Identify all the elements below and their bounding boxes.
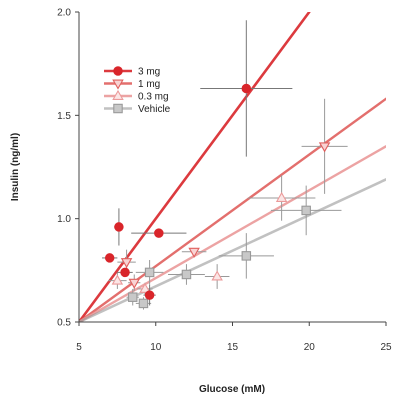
data-point-vehicle-6	[301, 205, 311, 216]
data-point-vehicle-2	[138, 298, 149, 309]
axes: 5 10 15 20 25 0.5 1.0 1.5 2.0	[57, 8, 392, 354]
legend-label-3-mg: 3 mg	[138, 67, 160, 78]
data-point-3-mg-5	[144, 290, 155, 300]
data-point-vehicle-3	[144, 267, 155, 278]
data-point-0-3-mg-2	[139, 282, 151, 293]
data-point-3-mg-6	[241, 83, 252, 94]
series-1-mg	[117, 98, 348, 291]
data-point-1-mg-1	[120, 258, 133, 269]
data-point-vehicle-1	[127, 292, 138, 302]
series-3-mg	[102, 20, 293, 306]
legend-label-1-mg: 1 mg	[138, 79, 160, 90]
legend-marker-3-mg	[113, 66, 123, 76]
data-point-3-mg-4	[154, 228, 164, 238]
legend-marker-0-3-mg	[112, 89, 124, 100]
y-tick-label-1-0: 1.0	[57, 214, 71, 225]
legend-item-3-mg: 3 mg	[104, 66, 160, 78]
data-point-0-3-mg-3	[211, 270, 223, 281]
data-point-3-mg-2	[114, 222, 124, 232]
data-point-3-mg-1	[104, 253, 115, 263]
legend-label-vehicle: Vehicle	[138, 104, 171, 115]
x-tick-label-5: 5	[76, 342, 82, 353]
regression-line-0-3-mg	[79, 145, 386, 322]
legend-item-0-3-mg: 0.3 mg	[104, 89, 169, 103]
data-point-1-mg-4	[318, 142, 331, 153]
x-axis-label: Glucose (mM)	[199, 384, 265, 395]
legend-label-0-3-mg: 0.3 mg	[138, 92, 169, 103]
regression-line-3-mg	[79, 12, 311, 322]
data-point-1-mg-3	[188, 247, 200, 258]
y-axis-label: Insulin (ng/ml)	[10, 133, 21, 201]
x-tick-label-10: 10	[150, 342, 162, 353]
legend-item-1-mg: 1 mg	[104, 79, 160, 90]
data-point-vehicle-5	[241, 251, 252, 261]
data-point-vehicle-4	[181, 269, 192, 280]
legend-item-vehicle: Vehicle	[104, 103, 171, 115]
regression-line-vehicle	[79, 178, 386, 322]
x-tick-label-25: 25	[380, 342, 392, 353]
legend-marker-vehicle	[113, 103, 123, 114]
regression-line-1-mg	[79, 97, 386, 322]
legend-marker-1-mg	[112, 79, 124, 90]
y-tick-label-1-5: 1.5	[57, 111, 71, 122]
y-tick-label-0-5: 0.5	[57, 318, 71, 329]
data-point-0-3-mg-1	[111, 274, 124, 285]
x-tick-label-15: 15	[227, 342, 239, 353]
data-point-1-mg-2	[128, 278, 141, 289]
data-point-0-3-mg-4	[275, 191, 288, 202]
y-tick-label-2-0: 2.0	[57, 8, 71, 19]
data-point-3-mg-3	[120, 267, 130, 278]
series-vehicle	[126, 185, 342, 310]
x-tick-label-20: 20	[304, 342, 316, 353]
series-0-3-mg	[108, 175, 316, 296]
plot-area	[79, 12, 386, 322]
